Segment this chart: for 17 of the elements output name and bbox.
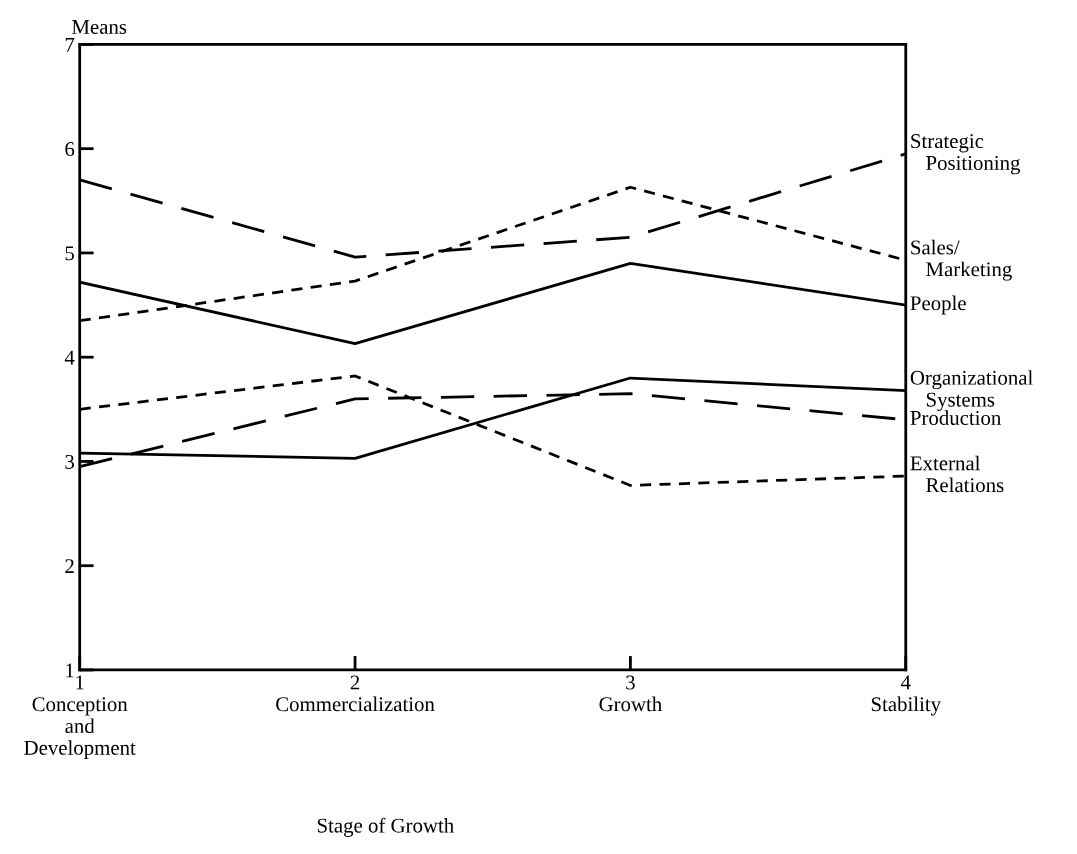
x-tick-label: 2 Commercialization bbox=[276, 675, 435, 712]
y-tick-label: 5 bbox=[65, 246, 75, 261]
y-tick-label: 4 bbox=[64, 350, 75, 365]
x-tick-label: 3 Growth bbox=[599, 675, 662, 712]
y-tick-label: 6 bbox=[65, 142, 75, 157]
series-label: People bbox=[910, 295, 966, 315]
x-tick-label: 4 Stability bbox=[871, 675, 941, 716]
y-axis-title: Means bbox=[72, 20, 127, 34]
y-tick-label: 7 bbox=[65, 37, 75, 52]
series-label: Strategic Positioning bbox=[911, 134, 1021, 175]
x-axis-title: Stage of Growth bbox=[317, 817, 454, 837]
series-label: External Relations bbox=[910, 455, 1004, 493]
series-label: Production bbox=[910, 410, 1001, 425]
series-label: Organizational Systems bbox=[910, 370, 1033, 411]
series-label: Sales/ Marketing bbox=[911, 239, 1012, 281]
y-tick-label: 2 bbox=[65, 559, 74, 573]
y-tick-label: 3 bbox=[65, 454, 75, 469]
